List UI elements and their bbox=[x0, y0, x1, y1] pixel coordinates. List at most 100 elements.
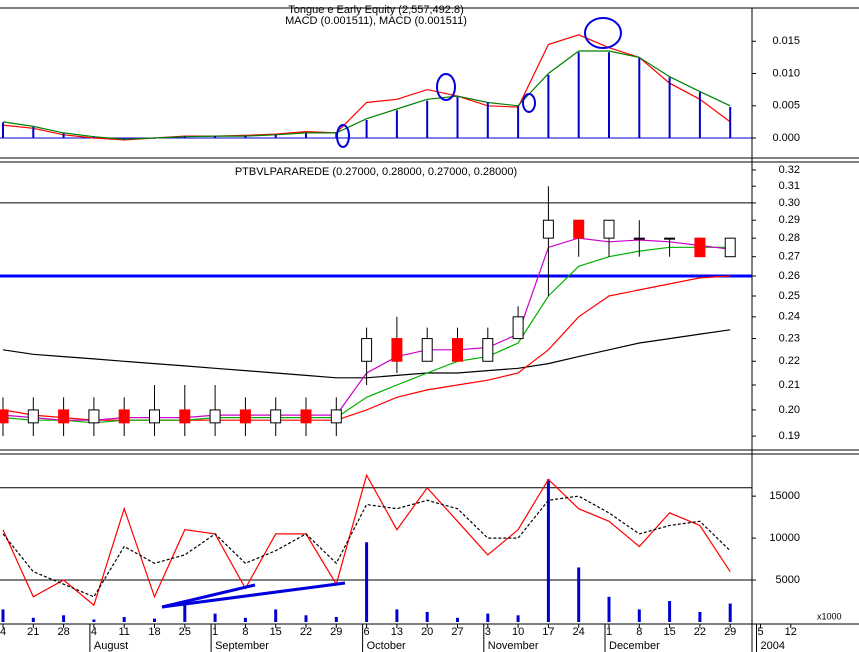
candle-body bbox=[664, 237, 676, 240]
equity-title: Tongue e Early Equity (2,557,492.8) bbox=[288, 4, 464, 16]
volume-bar bbox=[1, 609, 5, 622]
x-tick-label: 22 bbox=[694, 626, 706, 638]
candle-body bbox=[300, 409, 312, 424]
circle bbox=[584, 17, 622, 49]
x-tick-label: 1 bbox=[606, 626, 612, 638]
month-label: November bbox=[488, 640, 539, 652]
candle-body bbox=[0, 409, 9, 424]
y-tick-label: 0.000 bbox=[772, 132, 800, 144]
y-tick-label: 0.24 bbox=[779, 311, 800, 323]
volume-bar bbox=[365, 542, 369, 622]
y-tick-label: 0.22 bbox=[779, 355, 800, 367]
x-tick-label: 29 bbox=[330, 626, 342, 638]
month-label: August bbox=[94, 640, 128, 652]
x-tick-label: 4 bbox=[0, 626, 6, 638]
candle-body bbox=[482, 338, 494, 362]
y-tick-label: 0.26 bbox=[779, 270, 800, 282]
x-tick-label: 17 bbox=[542, 626, 554, 638]
candle-body bbox=[58, 409, 70, 424]
line-series bbox=[2, 473, 731, 607]
x-tick-label: 20 bbox=[421, 626, 433, 638]
candle-body bbox=[391, 338, 403, 362]
x-tick-label: 22 bbox=[300, 626, 312, 638]
volume-bar bbox=[122, 616, 126, 622]
candle-body bbox=[27, 409, 39, 424]
candle-body bbox=[542, 219, 554, 239]
plots: 0.000 0.005 0.010 0.015 0.19 0.20 0.21 0.22 0.23… bbox=[0, 34, 842, 652]
candle-body bbox=[603, 219, 615, 239]
volume-bar bbox=[92, 619, 96, 622]
x-tick-label: 3 bbox=[485, 626, 491, 638]
volume-bar bbox=[183, 601, 187, 622]
candle-body bbox=[694, 237, 706, 258]
x-tick-label: 13 bbox=[391, 626, 403, 638]
candle-body bbox=[270, 409, 282, 424]
volume-bar bbox=[728, 603, 732, 622]
month-label: December bbox=[609, 640, 660, 652]
candle-body bbox=[573, 219, 585, 239]
x-tick-label: 10 bbox=[512, 626, 524, 638]
y-tick-label: 0.010 bbox=[772, 67, 800, 79]
x-tick-label: 1 bbox=[212, 626, 218, 638]
y-tick-label: 0.31 bbox=[779, 180, 800, 192]
y-tick-label: 0.27 bbox=[779, 251, 800, 263]
y-tick-label: 0.32 bbox=[779, 164, 800, 176]
y-tick-label: 15000 bbox=[769, 490, 800, 502]
month-label: October bbox=[367, 640, 406, 652]
candle-body bbox=[118, 409, 130, 424]
volume-bar bbox=[668, 601, 672, 622]
circle bbox=[336, 124, 350, 148]
line-series bbox=[2, 50, 731, 140]
volume-bar bbox=[243, 617, 247, 622]
candle-body bbox=[452, 338, 463, 362]
circle bbox=[522, 93, 536, 113]
y-tick-label: 0.19 bbox=[779, 430, 800, 442]
x-tick-label: 4 bbox=[91, 626, 97, 638]
macd-title: MACD (0.001511), MACD (0.001511) bbox=[285, 15, 467, 27]
volume-bar bbox=[546, 479, 550, 622]
candle-body bbox=[421, 338, 433, 362]
volume-bar bbox=[637, 609, 641, 622]
candle-body bbox=[239, 409, 251, 424]
y-tick-label: 0.23 bbox=[779, 332, 800, 344]
volume-bar bbox=[274, 609, 278, 622]
x-tick-label: 25 bbox=[179, 626, 191, 638]
y-tick-label: 0.005 bbox=[772, 100, 800, 112]
volume-bar bbox=[213, 613, 217, 622]
candle-body bbox=[724, 237, 736, 258]
x-tick-label: 8 bbox=[242, 626, 248, 638]
volume-bar bbox=[334, 616, 338, 622]
candle-body bbox=[512, 316, 524, 340]
x-tick-label: 12 bbox=[785, 626, 797, 638]
volume-bar bbox=[425, 611, 429, 622]
x-tick-label: 15 bbox=[663, 626, 675, 638]
x-tick-label: 15 bbox=[270, 626, 282, 638]
x-tick-label: 18 bbox=[148, 626, 160, 638]
volume-bar bbox=[607, 596, 611, 622]
x-tick-label: 6 bbox=[364, 626, 370, 638]
x-tick-label: 24 bbox=[573, 626, 585, 638]
volume-bar bbox=[153, 618, 156, 622]
trend-line bbox=[161, 581, 346, 609]
unit-label: x1000 bbox=[817, 611, 842, 621]
y-tick-label: 0.25 bbox=[779, 290, 800, 302]
line-series bbox=[2, 495, 731, 598]
candle-body bbox=[179, 409, 191, 424]
y-tick-label: 0.28 bbox=[779, 232, 800, 244]
volume-bar bbox=[577, 567, 581, 622]
candle-body bbox=[330, 409, 342, 424]
circle bbox=[436, 73, 456, 101]
volume-bar bbox=[456, 617, 459, 622]
volume-bar bbox=[395, 609, 399, 622]
trend-line bbox=[161, 583, 256, 609]
candle-body bbox=[209, 409, 221, 424]
candle-body bbox=[88, 409, 100, 424]
candle-body bbox=[633, 237, 645, 240]
x-tick-label: 28 bbox=[57, 626, 69, 638]
y-tick-label: 0.30 bbox=[779, 197, 800, 209]
month-label: 2004 bbox=[761, 640, 785, 652]
x-tick-label: 21 bbox=[27, 626, 39, 638]
x-tick-label: 8 bbox=[636, 626, 642, 638]
